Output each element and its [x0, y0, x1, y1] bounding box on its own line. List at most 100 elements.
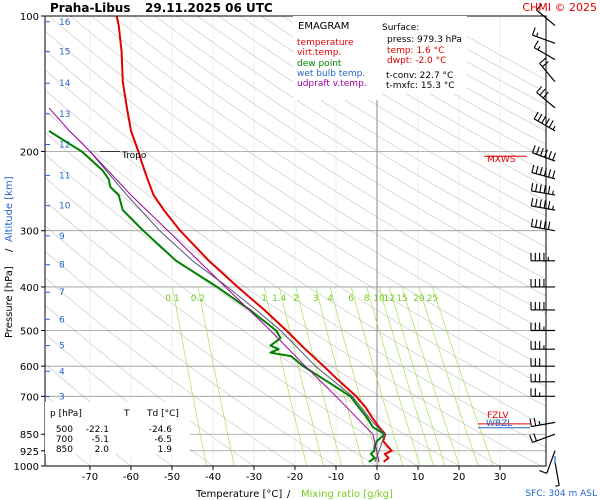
- wind-barb-shaft: [554, 461, 560, 486]
- wind-barb-shaft: [531, 171, 556, 180]
- dry-adiabat-line: [45, 69, 546, 407]
- mixing-ratio-label: 1.4: [272, 294, 287, 304]
- pressure-tick-label: 400: [20, 283, 39, 294]
- dry-adiabat-line: [133, 16, 546, 280]
- table-cell: -24.6: [149, 425, 173, 435]
- table-cell: 850: [56, 445, 73, 455]
- wind-barb-feather: [531, 27, 536, 36]
- table-header-td: Td [°C]: [146, 409, 179, 419]
- profile-series-layer: [48, 16, 393, 463]
- wind-barb: [530, 358, 555, 367]
- wind-barb-half-feather: [535, 32, 539, 37]
- series-line-temperature: [115, 16, 393, 463]
- surface-box: [380, 16, 467, 94]
- dry-adiabat-line: [154, 16, 546, 264]
- wind-barb-feather: [535, 165, 539, 174]
- wind-barb-feather: [552, 152, 556, 161]
- wind-barb-feather: [533, 433, 538, 442]
- mixing-ratio-line: [315, 286, 364, 466]
- surface-temp: temp: 1.6 °C: [387, 46, 444, 56]
- levels-layer: [100, 150, 530, 429]
- wind-barb-feather: [536, 3, 543, 11]
- wind-barb-feather: [531, 145, 536, 153]
- surface-altitude-label: SFC: 304 m ASL: [525, 489, 597, 499]
- sounding-datetime: 29.11.2025 06 UTC: [145, 1, 273, 15]
- mixing-ratio-line: [172, 286, 207, 466]
- fzl-label: FZLV: [487, 411, 509, 421]
- altitude-tick-label: 5: [59, 342, 65, 352]
- mixing-ratio-layer: [172, 286, 494, 466]
- temperature-tick-label: -40: [205, 472, 221, 483]
- wind-barb-half-feather: [538, 421, 541, 426]
- temperature-tick-label: -20: [287, 472, 303, 483]
- table-cell: 700: [56, 435, 73, 445]
- wind-barb-shaft: [546, 450, 556, 474]
- table-cell: 2.0: [95, 445, 110, 455]
- temperature-tick-label: -10: [328, 472, 344, 483]
- wind-barb-feather: [529, 418, 532, 427]
- wind-barb-feather: [530, 218, 534, 227]
- mixing-ratio-line: [295, 286, 343, 466]
- legend-wet-bulb: wet bulb temp.: [297, 69, 365, 79]
- pressure-tick-label: 700: [20, 392, 39, 403]
- pressure-tick-label: 1000: [14, 462, 39, 473]
- wind-barb-feather: [539, 470, 547, 474]
- wind-barbs-layer: [529, 3, 560, 487]
- mixing-ratio-label: 20: [413, 294, 425, 304]
- legend-dew-point: dew point: [297, 59, 342, 69]
- table-cell: -5.1: [91, 435, 109, 445]
- wind-barb-feather: [535, 146, 540, 155]
- altitude-tick-label: 8: [59, 261, 65, 271]
- mixing-ratio-label: 10: [373, 294, 385, 304]
- altitude-tick-label: 11: [59, 171, 70, 181]
- x-axis-label-2: Mixing ratio [g/kg]: [301, 489, 393, 500]
- mixing-ratio-line: [366, 286, 421, 466]
- wind-barb-half-feather: [552, 125, 556, 130]
- wind-barb: [530, 388, 555, 397]
- wind-barb-shaft: [532, 433, 556, 444]
- wind-barb-feather: [539, 88, 546, 96]
- wind-barb-feather: [531, 164, 535, 173]
- mixing-ratio-label: 4: [327, 294, 333, 304]
- series-line-dew-point: [48, 130, 386, 463]
- mixing-ratio-line: [197, 286, 235, 466]
- wind-barb-feather: [543, 200, 547, 209]
- wind-barb-feather: [530, 182, 534, 192]
- wind-barb: [539, 57, 556, 83]
- altitude-tick-label: 3: [59, 393, 65, 403]
- altitude-tick-label: 9: [59, 232, 65, 242]
- altitude-tick-label: 4: [59, 367, 65, 377]
- wind-barb-half-feather: [537, 46, 541, 51]
- mixing-ratio-label: 3: [313, 294, 319, 304]
- mixing-ratio-label: 1: [261, 294, 267, 304]
- mixing-ratio-label: 6: [348, 294, 354, 304]
- wind-barb-feather: [547, 169, 552, 178]
- altitude-tick-label: 16: [59, 18, 71, 28]
- wind-barb-feather: [548, 120, 554, 128]
- mixing-ratio-line: [329, 286, 380, 466]
- table-cell: 1.9: [158, 445, 173, 455]
- wind-barb-half-feather: [555, 484, 560, 487]
- temperature-tick-label: 20: [453, 472, 466, 483]
- temperature-tick-label: 0: [374, 472, 380, 483]
- wind-barb-feather: [533, 417, 537, 426]
- series-line-udpraft-v-temp: [48, 107, 380, 463]
- wind-barb: [531, 145, 556, 162]
- wind-barb-feather: [543, 220, 547, 229]
- temperature-tick-label: 30: [494, 472, 507, 483]
- wind-barb-feather: [535, 183, 538, 192]
- wind-barb-feather: [539, 166, 543, 175]
- dry-adiabat-line: [45, 49, 546, 387]
- wind-barb: [530, 373, 555, 383]
- wind-barb-feather: [547, 185, 551, 195]
- wind-barb-feather: [536, 85, 543, 93]
- altitude-tick-label: 10: [59, 202, 71, 212]
- wind-barb-feather: [547, 221, 551, 230]
- altitude-tick-label: 15: [59, 48, 70, 58]
- mixing-ratio-line: [431, 286, 494, 466]
- credit-text: CHMI © 2025: [522, 1, 597, 14]
- wbzl-label: WBZL: [486, 419, 512, 429]
- altitude-tick-label: 12: [59, 141, 70, 151]
